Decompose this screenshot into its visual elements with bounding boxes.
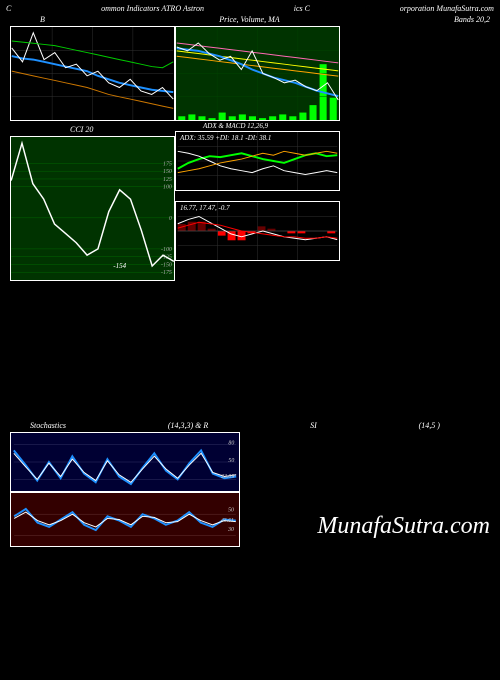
cci-chart: 1751501251000-100-125-150-175-154	[10, 136, 175, 281]
sub-right: Bands 20,2	[454, 15, 490, 24]
svg-text:0: 0	[169, 216, 172, 222]
sub-mid: Price, Volume, MA	[219, 15, 279, 24]
svg-text:30: 30	[227, 527, 234, 533]
stoch-h-mid2: SI	[310, 421, 317, 430]
svg-text:150: 150	[163, 169, 172, 175]
stoch-h-right: (14,5 )	[419, 421, 440, 430]
svg-text:175: 175	[163, 161, 172, 167]
bollinger-bands-chart	[10, 26, 175, 121]
stoch-header: Stochastics (14,3,3) & R SI (14,5 )	[0, 421, 500, 432]
sub-header: B Price, Volume, MA Bands 20,2	[0, 15, 500, 26]
sub-left: B	[40, 15, 45, 24]
svg-text:-175: -175	[161, 270, 172, 276]
page-header: C ommon Indicators ATRO Astron ics C orp…	[0, 0, 500, 15]
adx-chart: ADX: 35.59 +DI: 18.1 -DI: 38.1	[175, 131, 340, 191]
svg-text:-150: -150	[161, 262, 172, 268]
svg-text:23.09: 23.09	[221, 474, 234, 480]
svg-text:100: 100	[163, 185, 172, 191]
header-right: orporation MunafaSutra.com	[400, 4, 494, 13]
stochastics-chart: 80 50 23.09	[10, 432, 240, 492]
adx-label: ADX: 35.59 +DI: 18.1 -DI: 38.1	[180, 134, 271, 142]
svg-text:43.61: 43.61	[221, 517, 234, 524]
rsi-chart: 50 30 43.61	[10, 492, 240, 547]
svg-text:-100: -100	[161, 247, 172, 253]
header-left: C	[6, 4, 11, 13]
stoch-h-mid: (14,3,3) & R	[168, 421, 208, 430]
macd-label: 16.77, 17.47, -0.7	[180, 204, 230, 212]
macd-chart: 16.77, 17.47, -0.7	[175, 201, 340, 261]
header-mid2: ics C	[294, 4, 310, 13]
svg-text:125: 125	[163, 177, 172, 183]
header-mid1: ommon Indicators ATRO Astron	[101, 4, 204, 13]
adx-title: ADX & MACD 12,26,9	[175, 122, 340, 131]
stoch-h-left: Stochastics	[30, 421, 66, 430]
svg-text:50: 50	[228, 458, 234, 464]
svg-text:50: 50	[228, 508, 234, 514]
watermark: MunafaSutra.com	[317, 513, 490, 540]
svg-text:80: 80	[228, 441, 234, 447]
price-volume-chart	[175, 26, 340, 121]
